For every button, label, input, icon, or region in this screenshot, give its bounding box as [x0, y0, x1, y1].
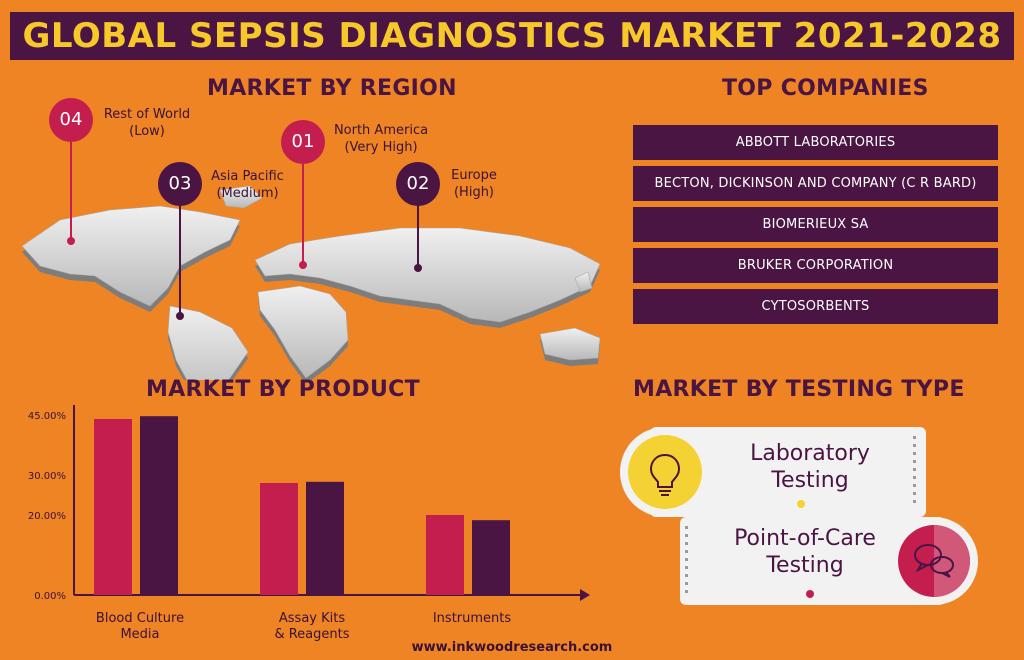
point-of-care-label: Point-of-Care Testing: [715, 525, 895, 579]
region-label-asia-pacific: Asia Pacific (Medium): [200, 168, 295, 202]
region-name: North America: [333, 123, 429, 138]
x-category-line: Instruments: [432, 611, 512, 626]
footer-url: www.inkwoodresearch.com: [411, 640, 613, 655]
region-label-north-america: North America (Very High): [322, 122, 440, 156]
x-axis-arrow: [580, 589, 590, 601]
testing-line: Testing: [771, 468, 849, 493]
x-category-label: Blood Culture Media: [80, 611, 200, 643]
page-title: GLOBAL SEPSIS DIAGNOSTICS MARKET 2021-20…: [22, 16, 1002, 56]
x-category-line: & Reagents: [274, 627, 350, 642]
title-bar: GLOBAL SEPSIS DIAGNOSTICS MARKET 2021-20…: [10, 12, 1014, 60]
product-heading: MARKET BY PRODUCT: [146, 377, 420, 402]
region-label-rest-of-world: Rest of World (Low): [92, 106, 202, 140]
company-item: BRUKER CORPORATION: [633, 248, 998, 283]
world-map: [21, 140, 601, 380]
region-name: Asia Pacific: [211, 169, 284, 184]
company-item: CYTOSORBENTS: [633, 289, 998, 324]
chat-bubbles-icon: [914, 544, 954, 578]
y-tick-label: 20.00%: [28, 511, 66, 522]
testing-line: Testing: [766, 553, 844, 578]
y-tick-label: 30.00%: [28, 471, 66, 482]
region-level: (High): [453, 185, 495, 200]
x-category-line: Assay Kits: [278, 611, 346, 626]
company-item: BIOMERIEUX SA: [633, 207, 998, 242]
region-level: (Low): [129, 124, 165, 139]
testing-line: Point-of-Care: [734, 526, 876, 551]
bar: [426, 515, 464, 595]
x-category-line: Media: [120, 627, 160, 642]
company-item: ABBOTT LABORATORIES: [633, 125, 998, 160]
bar: [306, 481, 344, 595]
x-category-label: Instruments: [412, 611, 532, 627]
laboratory-dot: [797, 500, 805, 508]
poc-icon-circle: [898, 525, 970, 597]
region-label-europe: Europe (High): [440, 167, 508, 201]
x-category-label: Assay Kits & Reagents: [252, 611, 372, 643]
region-pins: [67, 140, 422, 320]
region-level: (Medium): [216, 186, 279, 201]
region-name: Rest of World: [103, 107, 191, 122]
bar: [260, 483, 298, 595]
bar: [472, 520, 510, 595]
company-item: BECTON, DICKINSON AND COMPANY (C R BARD): [633, 166, 998, 201]
region-num-north-america: 01: [281, 120, 325, 164]
y-tick-label: 0.00%: [34, 591, 66, 602]
x-category-line: Blood Culture: [95, 611, 185, 626]
y-tick-label: 45.00%: [28, 411, 66, 422]
laboratory-testing-label: Laboratory Testing: [720, 440, 900, 494]
lightbulb-icon: [649, 453, 681, 496]
bar: [94, 419, 132, 595]
companies-heading: TOP COMPANIES: [722, 76, 929, 101]
perforated-edge: [913, 436, 916, 503]
region-num-asia-pacific: 03: [158, 162, 202, 206]
region-num-rest-of-world: 04: [49, 98, 93, 142]
region-heading: MARKET BY REGION: [207, 76, 457, 101]
testing-line: Laboratory: [750, 441, 870, 466]
region-num-europe: 02: [396, 162, 440, 206]
region-name: Europe: [451, 168, 497, 183]
region-level: (Very High): [344, 140, 418, 155]
testing-heading: MARKET BY TESTING TYPE: [633, 377, 965, 402]
bar: [140, 416, 178, 595]
product-chart: 0.00% 20.00% 30.00% 45.00%: [28, 405, 590, 602]
point-of-care-dot: [806, 590, 814, 598]
perforated-edge: [685, 526, 688, 593]
lab-icon-circle: [628, 435, 702, 509]
